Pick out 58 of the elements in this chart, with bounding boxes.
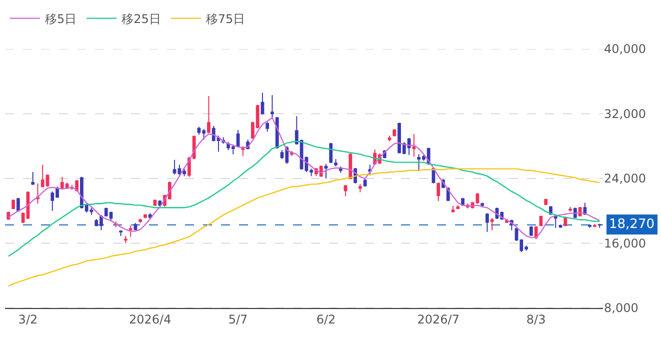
candlestick bbox=[564, 216, 568, 227]
legend-label: 移75日 bbox=[206, 12, 246, 26]
x-tick-label: 2026/4 bbox=[128, 312, 172, 326]
candlestick bbox=[144, 214, 147, 219]
candlestick bbox=[344, 184, 348, 197]
candlestick bbox=[539, 215, 543, 227]
candlestick bbox=[388, 135, 392, 142]
candlestick bbox=[392, 128, 396, 137]
candlestick bbox=[134, 222, 138, 231]
y-tick-label: 16,000 bbox=[604, 236, 646, 250]
line-series bbox=[8, 140, 600, 257]
candlestick bbox=[363, 178, 367, 188]
candlestick bbox=[598, 223, 602, 228]
candlestick bbox=[529, 226, 533, 236]
candlestick bbox=[12, 199, 15, 210]
legend-label: 移5日 bbox=[45, 12, 77, 26]
candlestick bbox=[358, 184, 362, 193]
candlestick bbox=[554, 214, 558, 228]
x-tick-label: 8/3 bbox=[526, 312, 546, 326]
candlestick bbox=[16, 197, 20, 212]
y-tick-label: 40,000 bbox=[604, 42, 646, 56]
line-series bbox=[8, 117, 600, 238]
candlestick bbox=[138, 218, 142, 224]
candlestick bbox=[119, 230, 122, 236]
candlestick bbox=[490, 218, 494, 231]
candlestick bbox=[6, 211, 10, 220]
candlestick bbox=[128, 224, 132, 238]
candlestick bbox=[568, 206, 572, 212]
candlestick bbox=[266, 121, 270, 132]
candlestick bbox=[480, 202, 484, 208]
x-tick-label: 2026/7 bbox=[417, 312, 460, 326]
candlestick bbox=[260, 92, 264, 116]
x-tick-label: 3/2 bbox=[18, 312, 38, 326]
candlestick bbox=[31, 172, 35, 186]
candlestick bbox=[270, 94, 274, 120]
candlestick bbox=[348, 152, 352, 180]
candlestick bbox=[436, 182, 440, 202]
legend-label: 移25日 bbox=[122, 12, 161, 26]
y-tick-label: 8,000 bbox=[604, 301, 638, 316]
x-tick-label: 5/7 bbox=[228, 312, 248, 326]
candlestick bbox=[451, 206, 455, 213]
candlestick bbox=[593, 223, 596, 228]
candlestick bbox=[412, 133, 416, 158]
candlestick bbox=[241, 146, 245, 156]
candlestick bbox=[486, 212, 489, 232]
candlestick bbox=[456, 204, 460, 210]
y-tick-label: 32,000 bbox=[604, 106, 646, 121]
candlestick bbox=[207, 95, 210, 134]
candlestick bbox=[534, 226, 538, 240]
x-tick-label: 6/2 bbox=[316, 312, 336, 326]
candlestick bbox=[36, 182, 40, 204]
y-tick-label: 24,000 bbox=[604, 172, 646, 186]
candlestick bbox=[588, 224, 592, 228]
candlestick bbox=[124, 235, 128, 244]
ref-line-label: 18,270 bbox=[609, 217, 654, 232]
line-series bbox=[8, 168, 600, 287]
candlestick bbox=[544, 198, 548, 206]
candlestick bbox=[324, 163, 328, 179]
